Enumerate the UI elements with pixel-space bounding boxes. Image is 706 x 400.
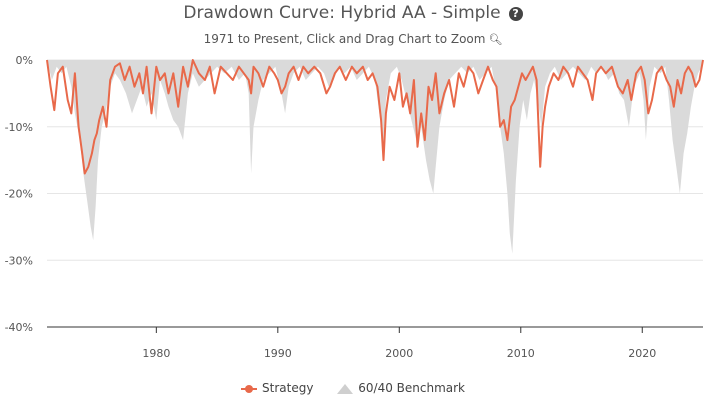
x-tick-label: 2010 <box>507 347 535 360</box>
strategy-line-swatch <box>241 384 257 393</box>
strategy-line <box>46 59 704 175</box>
x-axis <box>47 326 703 333</box>
chart-subtitle-text: 1971 to Present, Click and Drag Chart to… <box>203 32 486 46</box>
benchmark-area-layer <box>47 60 703 254</box>
legend: Strategy 60/40 Benchmark <box>0 381 706 395</box>
benchmark-area <box>47 60 703 254</box>
x-tick-label: 1980 <box>142 347 170 360</box>
legend-benchmark-label: 60/40 Benchmark <box>358 381 465 395</box>
x-tick-label: 1990 <box>264 347 292 360</box>
x-tick-label: 2000 <box>385 347 413 360</box>
y-tick-label: 0% <box>16 54 33 67</box>
y-tick-label: -10% <box>5 121 33 134</box>
x-tick-label: 2020 <box>628 347 656 360</box>
strategy-line-layer <box>46 59 704 175</box>
chart-title: Drawdown Curve: Hybrid AA - Simple? <box>0 3 706 23</box>
benchmark-area-swatch <box>337 383 354 394</box>
y-tick-label: -40% <box>5 321 33 334</box>
chart-subtitle: 1971 to Present, Click and Drag Chart to… <box>0 32 706 46</box>
zoom-in-icon: 🔍︎ <box>488 33 503 46</box>
legend-item-benchmark[interactable]: 60/40 Benchmark <box>337 381 465 395</box>
chart-title-text: Drawdown Curve: Hybrid AA - Simple <box>183 3 501 23</box>
legend-item-strategy[interactable]: Strategy <box>241 381 313 395</box>
y-tick-label: -30% <box>5 254 33 267</box>
drawdown-chart[interactable]: 0% -10% -20% -30% -40% 1980 1990 2000 2010 2020 <box>0 0 706 380</box>
legend-strategy-label: Strategy <box>262 381 314 395</box>
x-axis-labels: 1980 1990 2000 2010 2020 <box>142 347 656 360</box>
question-circle-icon[interactable]: ? <box>508 7 523 21</box>
y-tick-label: -20% <box>5 188 33 201</box>
y-axis-labels: 0% -10% -20% -30% -40% <box>5 54 33 334</box>
